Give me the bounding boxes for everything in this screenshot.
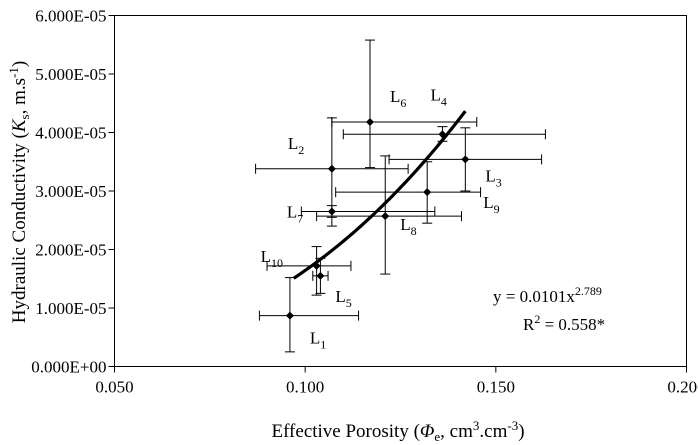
- data-point: [461, 155, 470, 164]
- point-label: L9: [483, 193, 499, 216]
- x-tick-label: 0.150: [477, 378, 515, 397]
- point-label: L6: [390, 87, 406, 110]
- data-point: [381, 212, 390, 221]
- point-label: L8: [400, 215, 416, 238]
- y-axis-label: Hydraulic Conductivity (Ks, m.s-1): [6, 61, 32, 323]
- trendline-equation: y = 0.0101x2.789: [493, 284, 602, 306]
- r-squared-label: R2 = 0.558*: [523, 312, 605, 334]
- y-tick-labels: 0.000E+00 1.000E-05 2.000E-05 3.000E-05 4.00…: [31, 7, 106, 377]
- y-tick-label: 0.000E+00: [31, 358, 106, 377]
- point-label: L10: [261, 247, 283, 270]
- data-point: [285, 311, 294, 320]
- x-tick-label: 0.200: [667, 378, 698, 397]
- y-tick-label: 6.000E-05: [35, 7, 106, 26]
- plot-area: [114, 15, 687, 367]
- x-tick-labels: 0.050 0.100 0.150 0.200: [95, 378, 698, 397]
- data-point: [438, 130, 447, 139]
- x-tick-label: 0.050: [95, 378, 133, 397]
- y-tick-label: 1.000E-05: [35, 299, 106, 318]
- point-label: L7: [287, 202, 303, 225]
- point-label: L1: [310, 329, 326, 352]
- point-label: L2: [288, 134, 304, 157]
- x-tick-label: 0.100: [286, 378, 324, 397]
- y-tick-label: 2.000E-05: [35, 241, 106, 260]
- point-label: L5: [335, 287, 351, 310]
- trendline-group: [292, 110, 467, 280]
- data-point: [312, 261, 321, 270]
- point-group: [285, 117, 470, 320]
- x-axis-label: Effective Porosity (Φe, cm3.cm-3): [271, 418, 524, 444]
- data-point: [423, 188, 432, 197]
- axis-ticks: [108, 15, 687, 373]
- point-label: L4: [430, 85, 446, 108]
- y-tick-label: 3.000E-05: [35, 182, 106, 201]
- point-label: L3: [485, 166, 501, 189]
- data-point: [327, 207, 336, 216]
- point-label-group: L1 L2 L3 L4 L5 L6 L7 L8 L9 L10: [261, 85, 502, 351]
- data-point: [365, 117, 374, 126]
- data-point: [316, 271, 325, 280]
- trendline: [292, 110, 467, 280]
- y-tick-label: 5.000E-05: [35, 65, 106, 84]
- data-point: [327, 164, 336, 173]
- y-tick-label: 4.000E-05: [35, 124, 106, 143]
